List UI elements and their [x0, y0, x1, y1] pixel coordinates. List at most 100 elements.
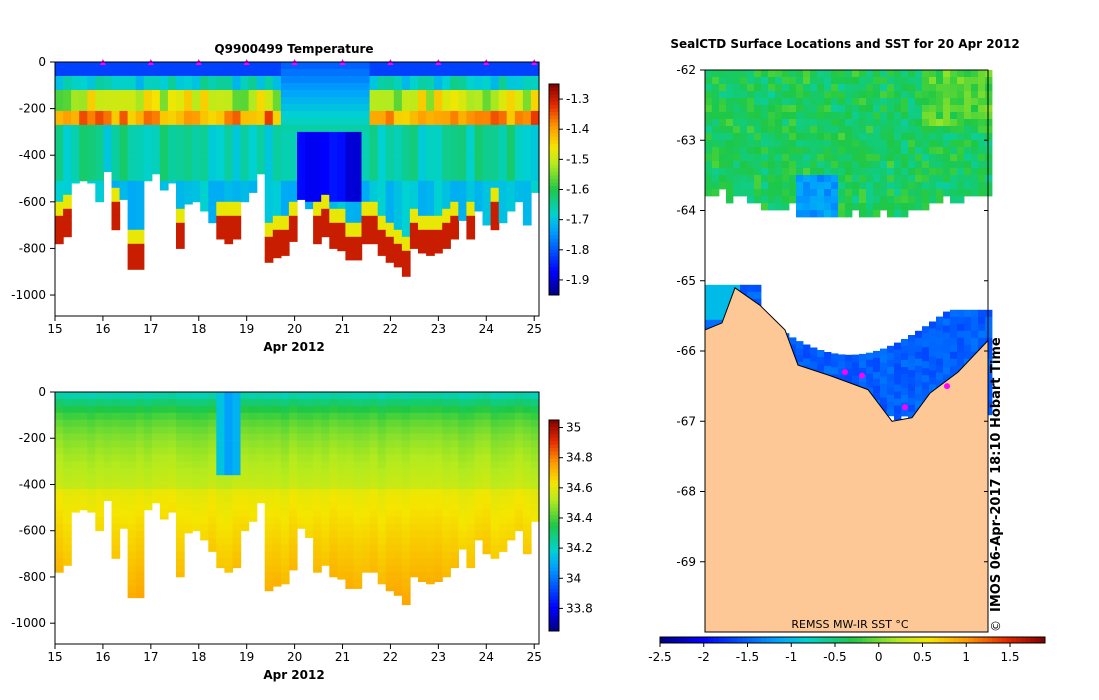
section-cell	[329, 392, 338, 400]
colorbar-swatch	[549, 536, 559, 540]
colorbar-swatch	[549, 105, 559, 110]
section-cell	[127, 257, 137, 266]
section-cell	[305, 138, 314, 147]
section-cell	[530, 90, 540, 98]
section-cell	[369, 482, 379, 490]
section-cell	[248, 152, 258, 161]
sst-cell	[915, 351, 923, 360]
section-cell	[474, 412, 484, 421]
section-cell	[256, 166, 266, 175]
sst-cell	[824, 161, 832, 169]
sst-cell	[880, 383, 888, 391]
section-cell	[409, 433, 419, 441]
sst-cell	[810, 182, 818, 190]
section-cell	[280, 454, 290, 462]
section-cell	[280, 103, 290, 112]
section-cell	[224, 489, 234, 497]
section-cell	[434, 103, 443, 112]
section-cell	[192, 180, 201, 189]
section-cell	[401, 180, 411, 189]
section-cell	[321, 509, 330, 518]
section-cell	[345, 201, 355, 210]
section-cell	[506, 62, 516, 70]
sst-cell	[866, 168, 874, 176]
section-cell	[506, 173, 516, 182]
section-cell	[482, 523, 492, 532]
section-cell	[224, 229, 234, 238]
section-cell	[135, 243, 145, 252]
sst-cell	[929, 189, 937, 197]
colorbar-swatch	[549, 550, 559, 555]
section-cell	[208, 447, 217, 455]
section-cell	[87, 152, 96, 161]
section-cell	[361, 69, 371, 77]
section-cell	[272, 523, 282, 532]
sst-cell	[936, 84, 944, 92]
x-tick-label: 18	[191, 322, 206, 336]
section-cell	[272, 159, 282, 168]
sst-cell	[985, 316, 993, 325]
section-cell	[111, 461, 121, 469]
section-cell	[458, 187, 467, 196]
section-cell	[143, 426, 153, 434]
section-cell	[151, 117, 161, 126]
sst-cell	[726, 119, 734, 127]
section-cell	[353, 250, 363, 259]
section-cell	[87, 468, 96, 476]
sst-cell	[957, 351, 965, 360]
section-cell	[135, 62, 145, 70]
section-cell	[232, 138, 242, 147]
colorbar-tick-label: 34.4	[566, 511, 593, 525]
sst-cell	[971, 330, 979, 339]
sst-cell	[740, 98, 748, 106]
section-cell	[208, 131, 217, 140]
sst-cell	[859, 374, 867, 383]
section-cell	[55, 159, 64, 168]
section-cell	[522, 124, 532, 133]
sst-cell	[705, 312, 713, 321]
section-cell	[490, 523, 500, 532]
sst-cell	[859, 77, 867, 85]
section-cell	[127, 152, 137, 161]
section-cell	[208, 145, 217, 154]
section-cell	[176, 90, 185, 98]
section-cell	[418, 236, 427, 245]
section-cell	[353, 173, 363, 182]
colorbar-swatch	[549, 539, 559, 544]
sst-cell	[950, 337, 958, 346]
section-cell	[498, 516, 508, 525]
section-cell	[418, 523, 427, 532]
sst-cell	[887, 140, 895, 148]
section-cell	[458, 496, 467, 504]
sst-cell	[838, 210, 846, 218]
sst-cell	[747, 140, 755, 148]
section-cell	[385, 551, 395, 559]
section-cell	[442, 152, 451, 161]
section-cell	[216, 180, 225, 189]
section-cell	[305, 468, 314, 476]
section-cell	[135, 222, 145, 231]
section-cell	[208, 97, 217, 105]
sst-cell	[782, 84, 790, 92]
section-cell	[377, 392, 387, 400]
sst-cell	[985, 168, 993, 176]
sst-cell	[957, 98, 965, 106]
sst-cell	[852, 189, 860, 197]
colorbar-swatch	[549, 588, 559, 593]
section-cell	[393, 222, 403, 231]
section-cell	[216, 90, 225, 98]
sst-cell	[901, 409, 909, 417]
sst-cell	[971, 316, 979, 325]
section-cell	[393, 117, 403, 126]
section-cell	[458, 124, 467, 133]
section-cell	[248, 138, 258, 147]
sst-cell	[747, 133, 755, 141]
section-cell	[490, 97, 500, 105]
section-cell	[119, 90, 129, 98]
sst-cell	[964, 161, 972, 169]
sst-cell	[936, 112, 944, 120]
section-cell	[135, 468, 145, 476]
section-cell	[192, 187, 201, 196]
section-cell	[385, 159, 395, 168]
section-cell	[127, 215, 137, 224]
